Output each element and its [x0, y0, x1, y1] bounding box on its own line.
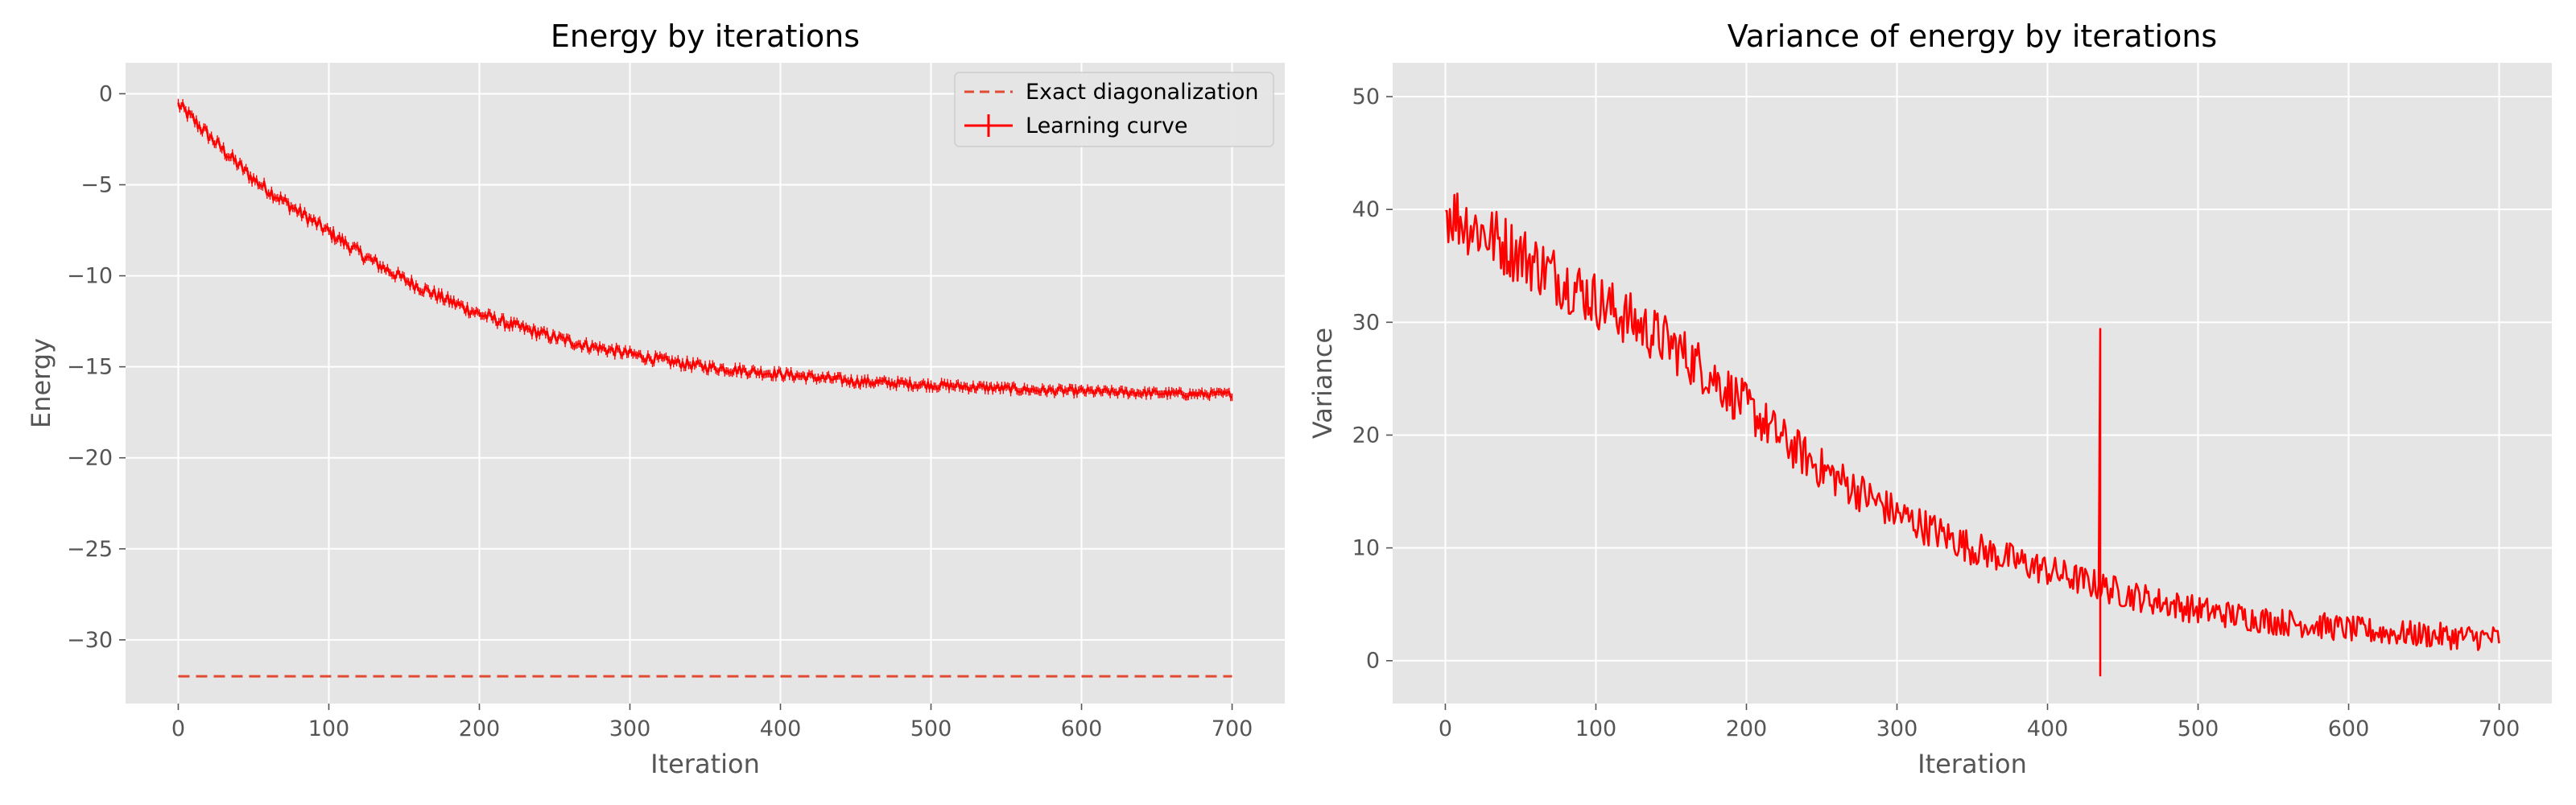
variance-y-tick-label: 40 — [1352, 197, 1380, 222]
energy-x-tick-label: 200 — [459, 716, 501, 741]
variance-x-tick-label: 600 — [2328, 716, 2370, 741]
variance-x-axis-label: Iteration — [1918, 749, 2027, 779]
variance-y-axis-label: Variance — [1307, 328, 1338, 439]
energy-x-tick-label: 600 — [1061, 716, 1103, 741]
variance-x-tick-label: 0 — [1439, 716, 1452, 741]
energy-x-axis-label: Iteration — [650, 749, 760, 779]
variance-y-tick-label: 0 — [1366, 649, 1380, 674]
energy-y-tick-label: −25 — [67, 537, 113, 562]
energy-legend: Exact diagonalization Learning curve — [954, 72, 1274, 147]
variance-x-tick-label: 400 — [2027, 716, 2069, 741]
energy-x-tick-label: 500 — [910, 716, 952, 741]
series-line-learning-curve — [177, 101, 1232, 398]
series-line-variance — [1445, 192, 2500, 677]
energy-y-tick-label: −10 — [67, 264, 113, 289]
variance-y-tick-label: 10 — [1352, 536, 1380, 561]
variance-x-tick-label: 100 — [1575, 716, 1617, 741]
variance-plot-area — [1393, 63, 2552, 704]
energy-x-tick-label: 700 — [1212, 716, 1253, 741]
energy-y-tick-label: 0 — [99, 81, 113, 106]
variance-series-layer — [1445, 192, 2500, 677]
variance-chart-title: Variance of energy by iterations — [1728, 19, 2217, 54]
variance-x-tick-label: 700 — [2479, 716, 2520, 741]
energy-chart-title: Energy by iterations — [551, 19, 860, 54]
energy-x-tick-label: 100 — [308, 716, 350, 741]
energy-y-axis-label: Energy — [26, 338, 56, 428]
energy-y-tick-label: −15 — [67, 355, 113, 380]
energy-y-tick-label: −5 — [80, 173, 113, 198]
variance-x-tick-label: 200 — [1726, 716, 1768, 741]
legend-label-exact-diagonalization: Exact diagonalization — [1026, 80, 1259, 105]
energy-chart: 0 100 200 300 400 500 600 700 0 −5 −10 −15 −20 −25 −30… — [26, 19, 1285, 779]
variance-grid — [1393, 63, 2552, 704]
energy-plot-area — [126, 63, 1285, 704]
variance-y-tick-label: 50 — [1352, 85, 1380, 109]
energy-y-tick-label: −20 — [67, 446, 113, 471]
variance-x-tick-label: 300 — [1876, 716, 1918, 741]
energy-ticks: 0 100 200 300 400 500 600 700 0 −5 −10 −15 −20 −25 −30 — [67, 81, 1253, 741]
energy-x-tick-label: 300 — [609, 716, 651, 741]
variance-y-tick-label: 20 — [1352, 423, 1380, 448]
energy-y-tick-label: −30 — [67, 628, 113, 653]
energy-x-tick-label: 0 — [171, 716, 185, 741]
legend-box — [954, 72, 1274, 147]
legend-label-learning-curve: Learning curve — [1026, 114, 1187, 138]
energy-series-layer — [177, 98, 1233, 678]
energy-x-tick-label: 400 — [760, 716, 802, 741]
variance-y-tick-label: 30 — [1352, 310, 1380, 335]
variance-x-tick-label: 500 — [2178, 716, 2219, 741]
